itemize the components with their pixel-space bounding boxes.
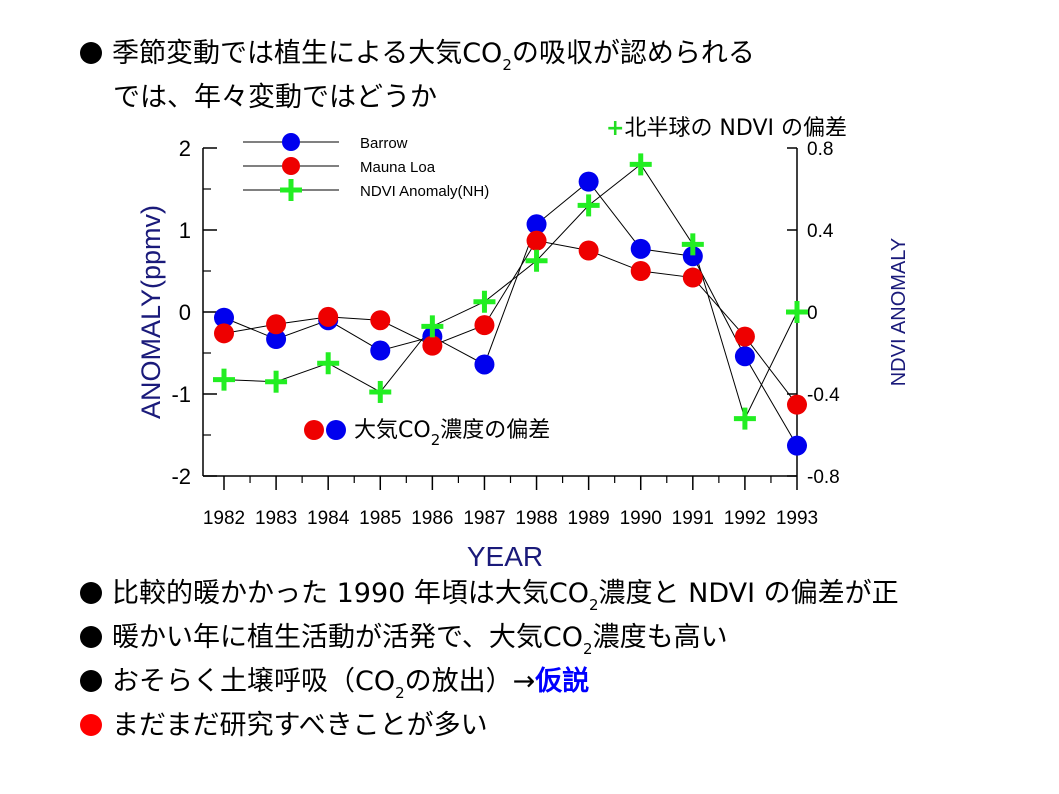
data-point-ndvi	[577, 194, 600, 217]
x-tick-label: 1983	[255, 508, 297, 529]
y-axis-label-left: ANOMALY(ppmv)	[136, 205, 166, 419]
data-point-barrow	[578, 171, 599, 192]
data-point-barrow	[526, 214, 547, 235]
data-point-ndvi	[786, 301, 808, 323]
legend-marker-circle	[282, 157, 300, 175]
y-tick-label-left: 0	[179, 300, 191, 325]
x-tick-label: 1984	[307, 508, 350, 529]
data-point-barrow	[630, 238, 651, 259]
y-axis-label-right: NDVI ANOMALY	[888, 238, 910, 387]
data-point-barrow	[214, 307, 234, 328]
data-point-mauna-loa	[318, 306, 339, 327]
y-tick-label-right: -0.4	[807, 385, 840, 406]
bullet-icon	[80, 582, 102, 604]
x-tick-label: 1988	[515, 508, 557, 529]
data-point-mauna-loa	[682, 267, 703, 288]
data-point-mauna-loa	[474, 315, 495, 336]
legend-marker-plus	[280, 179, 302, 201]
y-tick-label-right: -0.8	[807, 467, 840, 488]
x-tick-label: 1987	[463, 508, 505, 529]
data-point-ndvi	[629, 153, 652, 176]
legend-label: Barrow	[360, 135, 408, 152]
legend-marker-circle	[282, 133, 300, 151]
x-tick-label: 1990	[620, 508, 662, 529]
bullet-icon	[80, 42, 102, 64]
data-point-barrow	[370, 340, 391, 361]
heading-line-1: 季節変動では植生による大気CO2の吸収が認められる	[80, 38, 755, 73]
bullet-item: まだまだ研究すべきことが多い	[80, 710, 488, 742]
x-tick-label: 1985	[359, 508, 401, 529]
bullet-icon	[80, 670, 102, 692]
data-point-ndvi	[213, 368, 235, 391]
y-tick-label-left: -2	[171, 464, 191, 489]
bullet-icon	[80, 714, 102, 736]
data-point-ndvi	[265, 370, 288, 393]
data-point-ndvi	[369, 380, 392, 403]
y-tick-label-right: 0	[807, 303, 818, 324]
x-tick-label: 1986	[411, 508, 453, 529]
y-tick-label-left: -1	[171, 382, 191, 407]
data-point-barrow	[474, 354, 495, 375]
bullet-icon	[80, 626, 102, 648]
x-tick-label: 1991	[672, 508, 714, 529]
bullet-item: 比較的暖かかった 1990 年頃は大気CO2濃度と NDVI の偏差が正	[80, 578, 899, 613]
bullet-item: 暖かい年に植生活動が活発で、大気CO2濃度も高い	[80, 622, 728, 657]
legend-label: Mauna Loa	[360, 159, 436, 176]
data-point-barrow	[682, 246, 703, 267]
data-point-barrow	[787, 435, 807, 456]
red-dot-icon	[304, 420, 324, 440]
data-point-mauna-loa	[214, 323, 234, 344]
data-point-ndvi	[317, 352, 340, 375]
data-point-mauna-loa	[422, 335, 443, 356]
data-point-ndvi	[525, 249, 548, 272]
data-point-mauna-loa	[526, 230, 547, 251]
heading-line-2: では、年々変動ではどうか	[113, 82, 437, 113]
legend-label: NDVI Anomaly(NH)	[360, 183, 489, 200]
x-tick-label: 1982	[203, 508, 245, 529]
bullet-item: おそらく土壌呼吸（CO2の放出）→仮説	[80, 666, 589, 701]
co2-annotation: 大気CO2濃度の偏差	[304, 418, 550, 448]
series-line-0	[223, 180, 798, 446]
data-point-ndvi	[733, 407, 756, 430]
x-tick-label: 1993	[776, 508, 818, 529]
data-point-ndvi	[473, 290, 496, 313]
x-axis-label: YEAR	[467, 541, 543, 572]
y-tick-label-left: 2	[179, 136, 191, 161]
data-point-mauna-loa	[630, 261, 651, 281]
y-tick-label-right: 0.8	[807, 139, 833, 160]
data-point-mauna-loa	[734, 326, 755, 347]
data-point-barrow	[734, 346, 755, 367]
data-point-ndvi	[681, 233, 704, 256]
series-line-1	[223, 240, 798, 405]
data-point-barrow	[266, 329, 287, 350]
data-point-mauna-loa	[787, 394, 807, 415]
blue-dot-icon	[326, 420, 346, 440]
data-point-mauna-loa	[266, 314, 287, 335]
data-point-mauna-loa	[370, 310, 391, 331]
x-tick-label: 1992	[724, 508, 766, 529]
x-tick-label: 1989	[567, 508, 609, 529]
ndvi-annotation: +北半球の NDVI の偏差	[606, 116, 847, 141]
y-tick-label-right: 0.4	[807, 221, 834, 242]
y-tick-label-left: 1	[179, 218, 191, 243]
data-point-mauna-loa	[578, 240, 599, 261]
data-point-ndvi	[421, 315, 444, 338]
